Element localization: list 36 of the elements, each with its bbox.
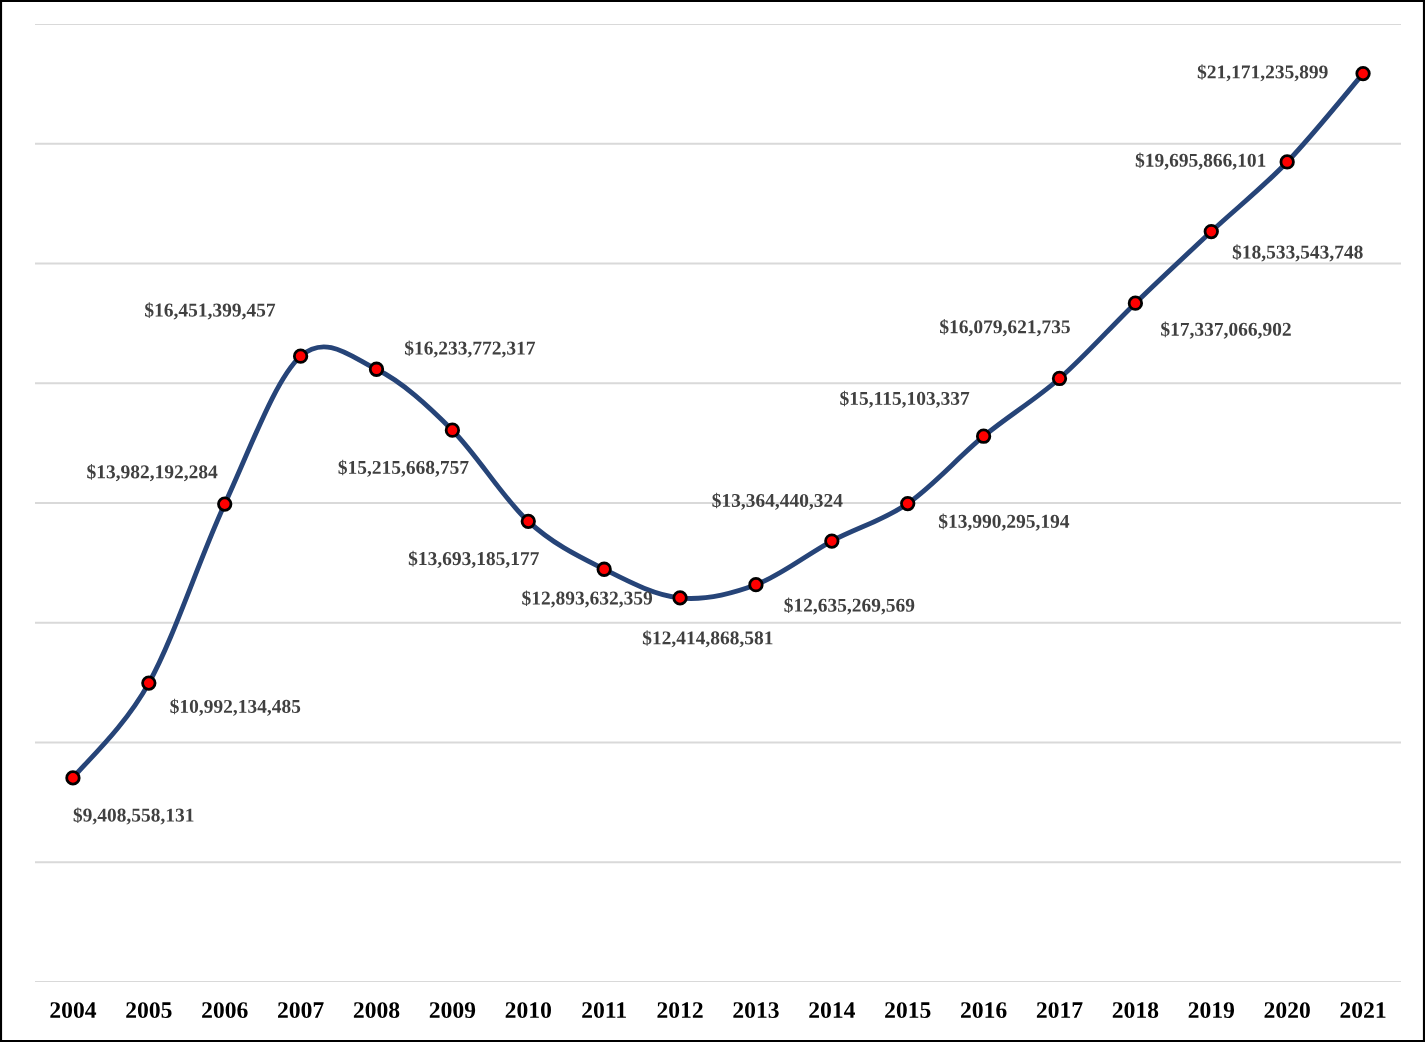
x-tick-label: 2017 — [1036, 1002, 1083, 1019]
x-tick-label: 2020 — [1264, 1002, 1310, 1019]
x-tick-label: 2012 — [657, 1002, 703, 1019]
x-tick-label: 2021 — [1340, 1002, 1386, 1019]
x-tick-label: 2019 — [1188, 1002, 1235, 1019]
data-label: $13,982,192,284 — [87, 464, 218, 482]
x-tick-label: 2009 — [429, 1002, 476, 1019]
data-label: $12,414,868,581 — [642, 630, 773, 648]
data-label: $10,992,134,485 — [170, 698, 301, 716]
data-label: $15,115,103,337 — [840, 390, 970, 408]
x-tick-label: 2004 — [50, 1002, 97, 1019]
data-label: $13,990,295,194 — [938, 513, 1070, 531]
x-tick-label: 2016 — [960, 1002, 1007, 1019]
data-label: $12,635,269,569 — [784, 597, 915, 615]
data-label: $19,695,866,101 — [1135, 152, 1266, 170]
x-tick-label: 2006 — [202, 1002, 248, 1019]
data-label: $17,337,066,902 — [1161, 321, 1291, 339]
data-label: $15,215,668,757 — [338, 459, 469, 477]
data-label: $16,451,399,457 — [145, 302, 276, 320]
data-label: $16,079,621,735 — [940, 319, 1070, 337]
x-tick-label: 2018 — [1112, 1002, 1159, 1019]
data-label: $13,693,185,177 — [408, 550, 539, 568]
data-label: $13,364,440,324 — [712, 492, 843, 510]
data-label: $9,408,558,131 — [73, 807, 194, 825]
x-tick-label: 2005 — [126, 1002, 172, 1019]
data-label: $21,171,235,899 — [1197, 64, 1328, 82]
x-tick-label: 2015 — [885, 1002, 931, 1019]
x-tick-label: 2010 — [505, 1002, 551, 1019]
x-tick-label: 2007 — [277, 1002, 324, 1019]
data-label: $16,233,772,317 — [404, 340, 536, 358]
x-tick-label: 2008 — [353, 1002, 400, 1019]
data-label: $18,533,543,748 — [1232, 244, 1363, 262]
x-tick-label: 2014 — [809, 1002, 856, 1019]
x-tick-label: 2013 — [733, 1002, 779, 1019]
data-label: $12,893,632,359 — [522, 590, 653, 608]
x-tick-label: 2011 — [582, 1002, 626, 1019]
